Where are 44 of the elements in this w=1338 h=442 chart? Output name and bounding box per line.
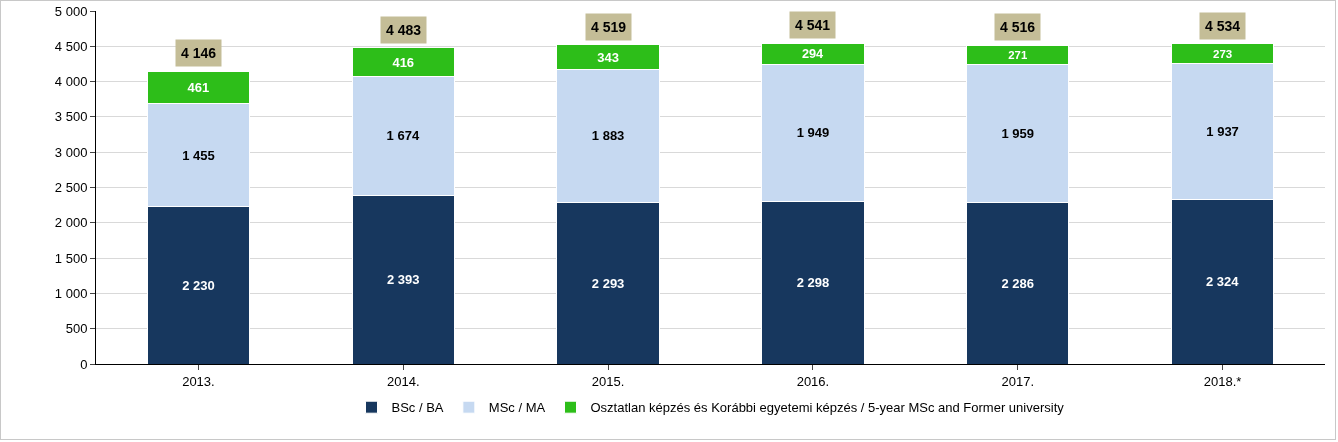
x-tick-label: 2014. <box>386 373 420 389</box>
data-label: 1 949 <box>796 125 830 141</box>
total-label: 4 146 <box>181 45 217 61</box>
data-label: 2 393 <box>386 272 420 288</box>
data-label: 2 286 <box>1001 275 1035 291</box>
legend-label: BSc / BA <box>391 400 444 416</box>
y-tick-label: 1 500 <box>54 250 88 266</box>
x-tick-label: 2016. <box>796 373 830 389</box>
y-tick-label: 5 000 <box>54 3 88 19</box>
y-tick-label: 0 <box>80 356 88 372</box>
data-label: 1 937 <box>1206 124 1239 140</box>
total-label: 4 483 <box>386 22 422 38</box>
data-label: 1 674 <box>386 128 420 144</box>
data-label: 416 <box>392 54 415 70</box>
data-label: 1 455 <box>182 147 215 163</box>
y-tick-label: 4 000 <box>54 74 88 90</box>
data-label: 2 324 <box>1205 274 1240 290</box>
x-tick-label: 2015. <box>591 373 625 389</box>
data-label: 1 883 <box>591 128 625 144</box>
data-label: 2 230 <box>182 277 215 293</box>
data-label: 1 959 <box>1001 125 1035 141</box>
data-label: 2 293 <box>591 275 625 291</box>
y-tick-label: 4 500 <box>54 38 88 54</box>
data-label: 461 <box>187 80 210 96</box>
y-tick-label: 1 000 <box>54 285 88 301</box>
data-label: 2 298 <box>796 275 830 291</box>
x-tick-label: 2017. <box>1001 373 1035 389</box>
total-label: 4 534 <box>1205 18 1241 34</box>
y-tick-label: 500 <box>65 321 88 337</box>
data-label: 271 <box>1008 48 1028 61</box>
legend-label: MSc / MA <box>488 400 546 416</box>
y-tick-label: 2 000 <box>54 215 88 231</box>
data-label: 273 <box>1212 47 1233 60</box>
x-tick-label: 2018.* <box>1203 373 1242 389</box>
y-tick-label: 3 000 <box>54 144 88 160</box>
legend-label: Osztatlan képzés és Korábbi egyetemi képzés / 5-year MSc and Former university <box>590 400 1065 416</box>
total-label: 4 541 <box>795 17 831 33</box>
total-label: 4 519 <box>591 19 627 35</box>
total-label: 4 516 <box>1000 19 1036 35</box>
y-tick-label: 2 500 <box>54 180 88 196</box>
x-tick-label: 2013. <box>182 373 215 389</box>
y-tick-label: 3 500 <box>54 109 88 125</box>
data-label: 343 <box>597 49 619 65</box>
data-label: 294 <box>801 46 825 62</box>
